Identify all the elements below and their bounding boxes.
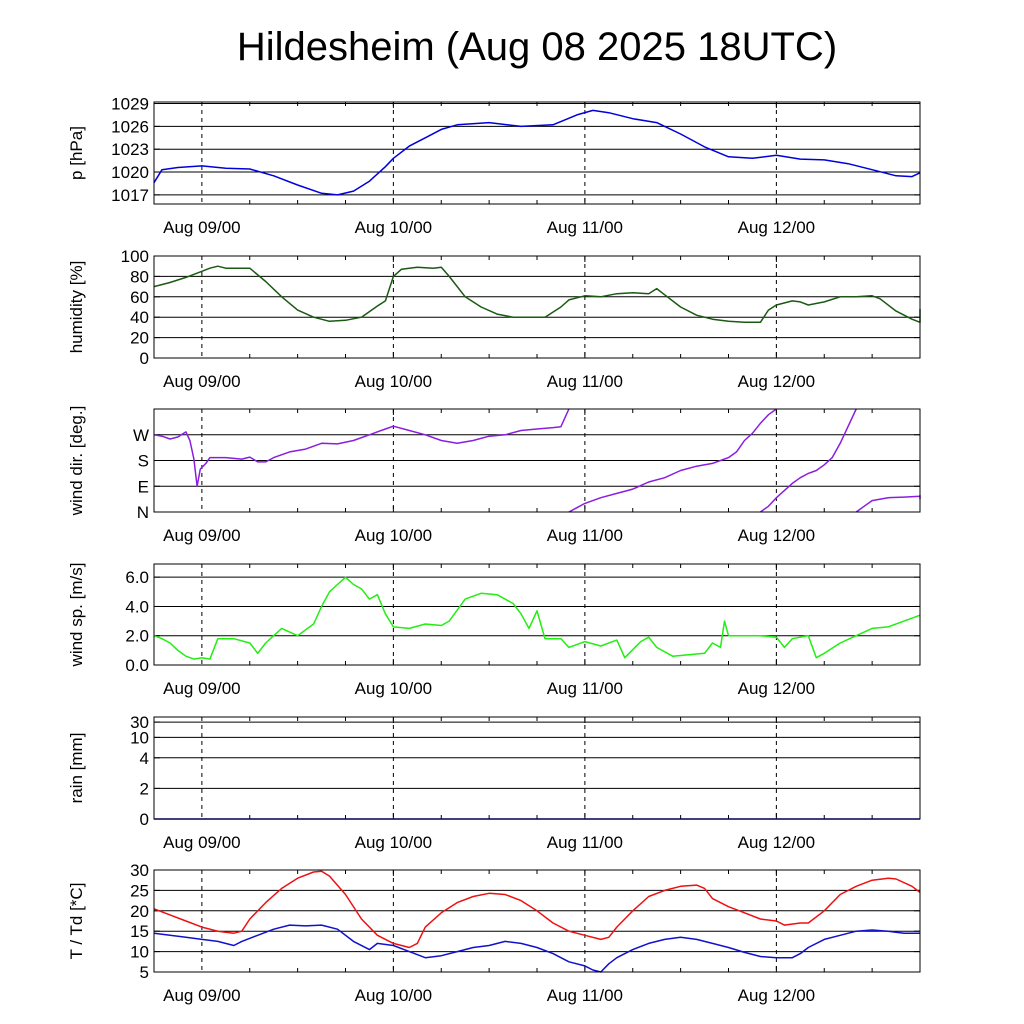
- temperature_dewpoint-y-tick-label: 20: [130, 902, 149, 921]
- humidity-y-tick-label: 60: [130, 288, 149, 307]
- wind_speed-y-axis-label: wind sp. [m/s]: [67, 563, 86, 668]
- pressure-series-line: [153, 109, 921, 196]
- wind_speed-y-tick-label: 6.0: [125, 568, 149, 587]
- pressure-x-tick-label: Aug 10/00: [355, 218, 433, 237]
- humidity-y-tick-label: 20: [130, 329, 149, 348]
- temperature_dewpoint-y-tick-label: 25: [130, 881, 149, 900]
- humidity-y-tick-label: 100: [121, 247, 149, 266]
- temperature_dewpoint-x-tick-label: Aug 12/00: [738, 986, 816, 1005]
- rain-y-tick-label: 4: [140, 749, 149, 768]
- chart-title: Hildesheim (Aug 08 2025 18UTC): [237, 25, 837, 69]
- temperature_dewpoint-y-tick-label: 15: [130, 922, 149, 941]
- pressure-y-tick-label: 1020: [111, 163, 149, 182]
- rain-y-tick-label: 0: [140, 810, 149, 829]
- wind_speed-series-line: [153, 576, 921, 660]
- wind_direction-panel-frame: [153, 408, 921, 513]
- humidity-y-tick-label: 0: [140, 349, 149, 368]
- temperature_dewpoint-y-axis-label: T / Td [*C]: [67, 883, 86, 960]
- wind_direction-y-tick-label: N: [137, 503, 149, 522]
- humidity-series-line: [153, 265, 921, 324]
- wind_speed-x-tick-label: Aug 11/00: [547, 679, 623, 698]
- wind_direction-y-tick-label: E: [138, 477, 149, 496]
- humidity-x-tick-label: Aug 11/00: [547, 372, 623, 391]
- wind_speed-x-tick-label: Aug 12/00: [738, 679, 816, 698]
- pressure-y-tick-label: 1026: [111, 117, 149, 136]
- wind_direction-x-tick-label: Aug 09/00: [163, 526, 241, 545]
- wind_direction-series-line: [568, 408, 777, 513]
- pressure-panel-frame: [153, 101, 921, 205]
- rain-x-tick-label: Aug 12/00: [738, 833, 816, 852]
- rain-y-tick-label: 30: [130, 713, 149, 732]
- wind_speed-y-tick-label: 0.0: [125, 656, 149, 675]
- pressure-y-axis-label: p [hPa]: [67, 126, 86, 180]
- wind_direction-y-tick-label: W: [133, 426, 149, 445]
- pressure-x-tick-label: Aug 11/00: [547, 218, 623, 237]
- wind_direction-y-tick-label: S: [138, 452, 149, 471]
- humidity-x-tick-label: Aug 10/00: [355, 372, 433, 391]
- wind_direction-y-axis-label: wind dir. [deg.]: [67, 406, 86, 517]
- pressure-x-tick-label: Aug 12/00: [738, 218, 816, 237]
- temperature_dewpoint-x-tick-label: Aug 10/00: [355, 986, 433, 1005]
- wind_direction-x-tick-label: Aug 12/00: [738, 526, 816, 545]
- temperature_dewpoint-y-tick-label: 30: [130, 861, 149, 880]
- wind_speed-y-tick-label: 2.0: [125, 627, 149, 646]
- wind_speed-x-tick-label: Aug 10/00: [355, 679, 433, 698]
- wind_direction-series-line: [759, 408, 857, 513]
- rain-y-axis-label: rain [mm]: [67, 733, 86, 804]
- wind_speed-y-tick-label: 4.0: [125, 597, 149, 616]
- rain-x-tick-label: Aug 10/00: [355, 833, 433, 852]
- rain-panel-frame: [153, 716, 921, 820]
- wind_direction-x-tick-label: Aug 11/00: [547, 526, 623, 545]
- rain-x-tick-label: Aug 09/00: [163, 833, 241, 852]
- humidity-y-tick-label: 40: [130, 308, 149, 327]
- temperature_dewpoint-x-tick-label: Aug 09/00: [163, 986, 241, 1005]
- wind_direction-x-tick-label: Aug 10/00: [355, 526, 433, 545]
- wind_direction-series-line: [855, 494, 921, 513]
- rain-x-tick-label: Aug 11/00: [547, 833, 623, 852]
- wind_direction-series-line: [153, 408, 570, 488]
- pressure-y-tick-label: 1029: [111, 95, 149, 114]
- temperature_dewpoint-series-line: [153, 924, 920, 973]
- wind_speed-panel-frame: [153, 563, 921, 666]
- humidity-x-tick-label: Aug 09/00: [163, 372, 241, 391]
- pressure-x-tick-label: Aug 09/00: [163, 218, 241, 237]
- humidity-x-tick-label: Aug 12/00: [738, 372, 816, 391]
- humidity-panel-frame: [153, 255, 921, 359]
- rain-y-tick-label: 2: [140, 779, 149, 798]
- temperature_dewpoint-y-tick-label: 10: [130, 943, 149, 962]
- pressure-y-tick-label: 1017: [111, 186, 149, 205]
- wind_speed-x-tick-label: Aug 09/00: [163, 679, 241, 698]
- temperature_dewpoint-series-line: [153, 870, 921, 949]
- pressure-y-tick-label: 1023: [111, 140, 149, 159]
- temperature_dewpoint-x-tick-label: Aug 11/00: [547, 986, 623, 1005]
- temperature_dewpoint-y-tick-label: 5: [140, 963, 149, 982]
- humidity-y-axis-label: humidity [%]: [67, 261, 86, 354]
- rain-y-tick-label: 10: [130, 728, 149, 747]
- humidity-y-tick-label: 80: [130, 267, 149, 286]
- temperature_dewpoint-panel-frame: [153, 869, 921, 973]
